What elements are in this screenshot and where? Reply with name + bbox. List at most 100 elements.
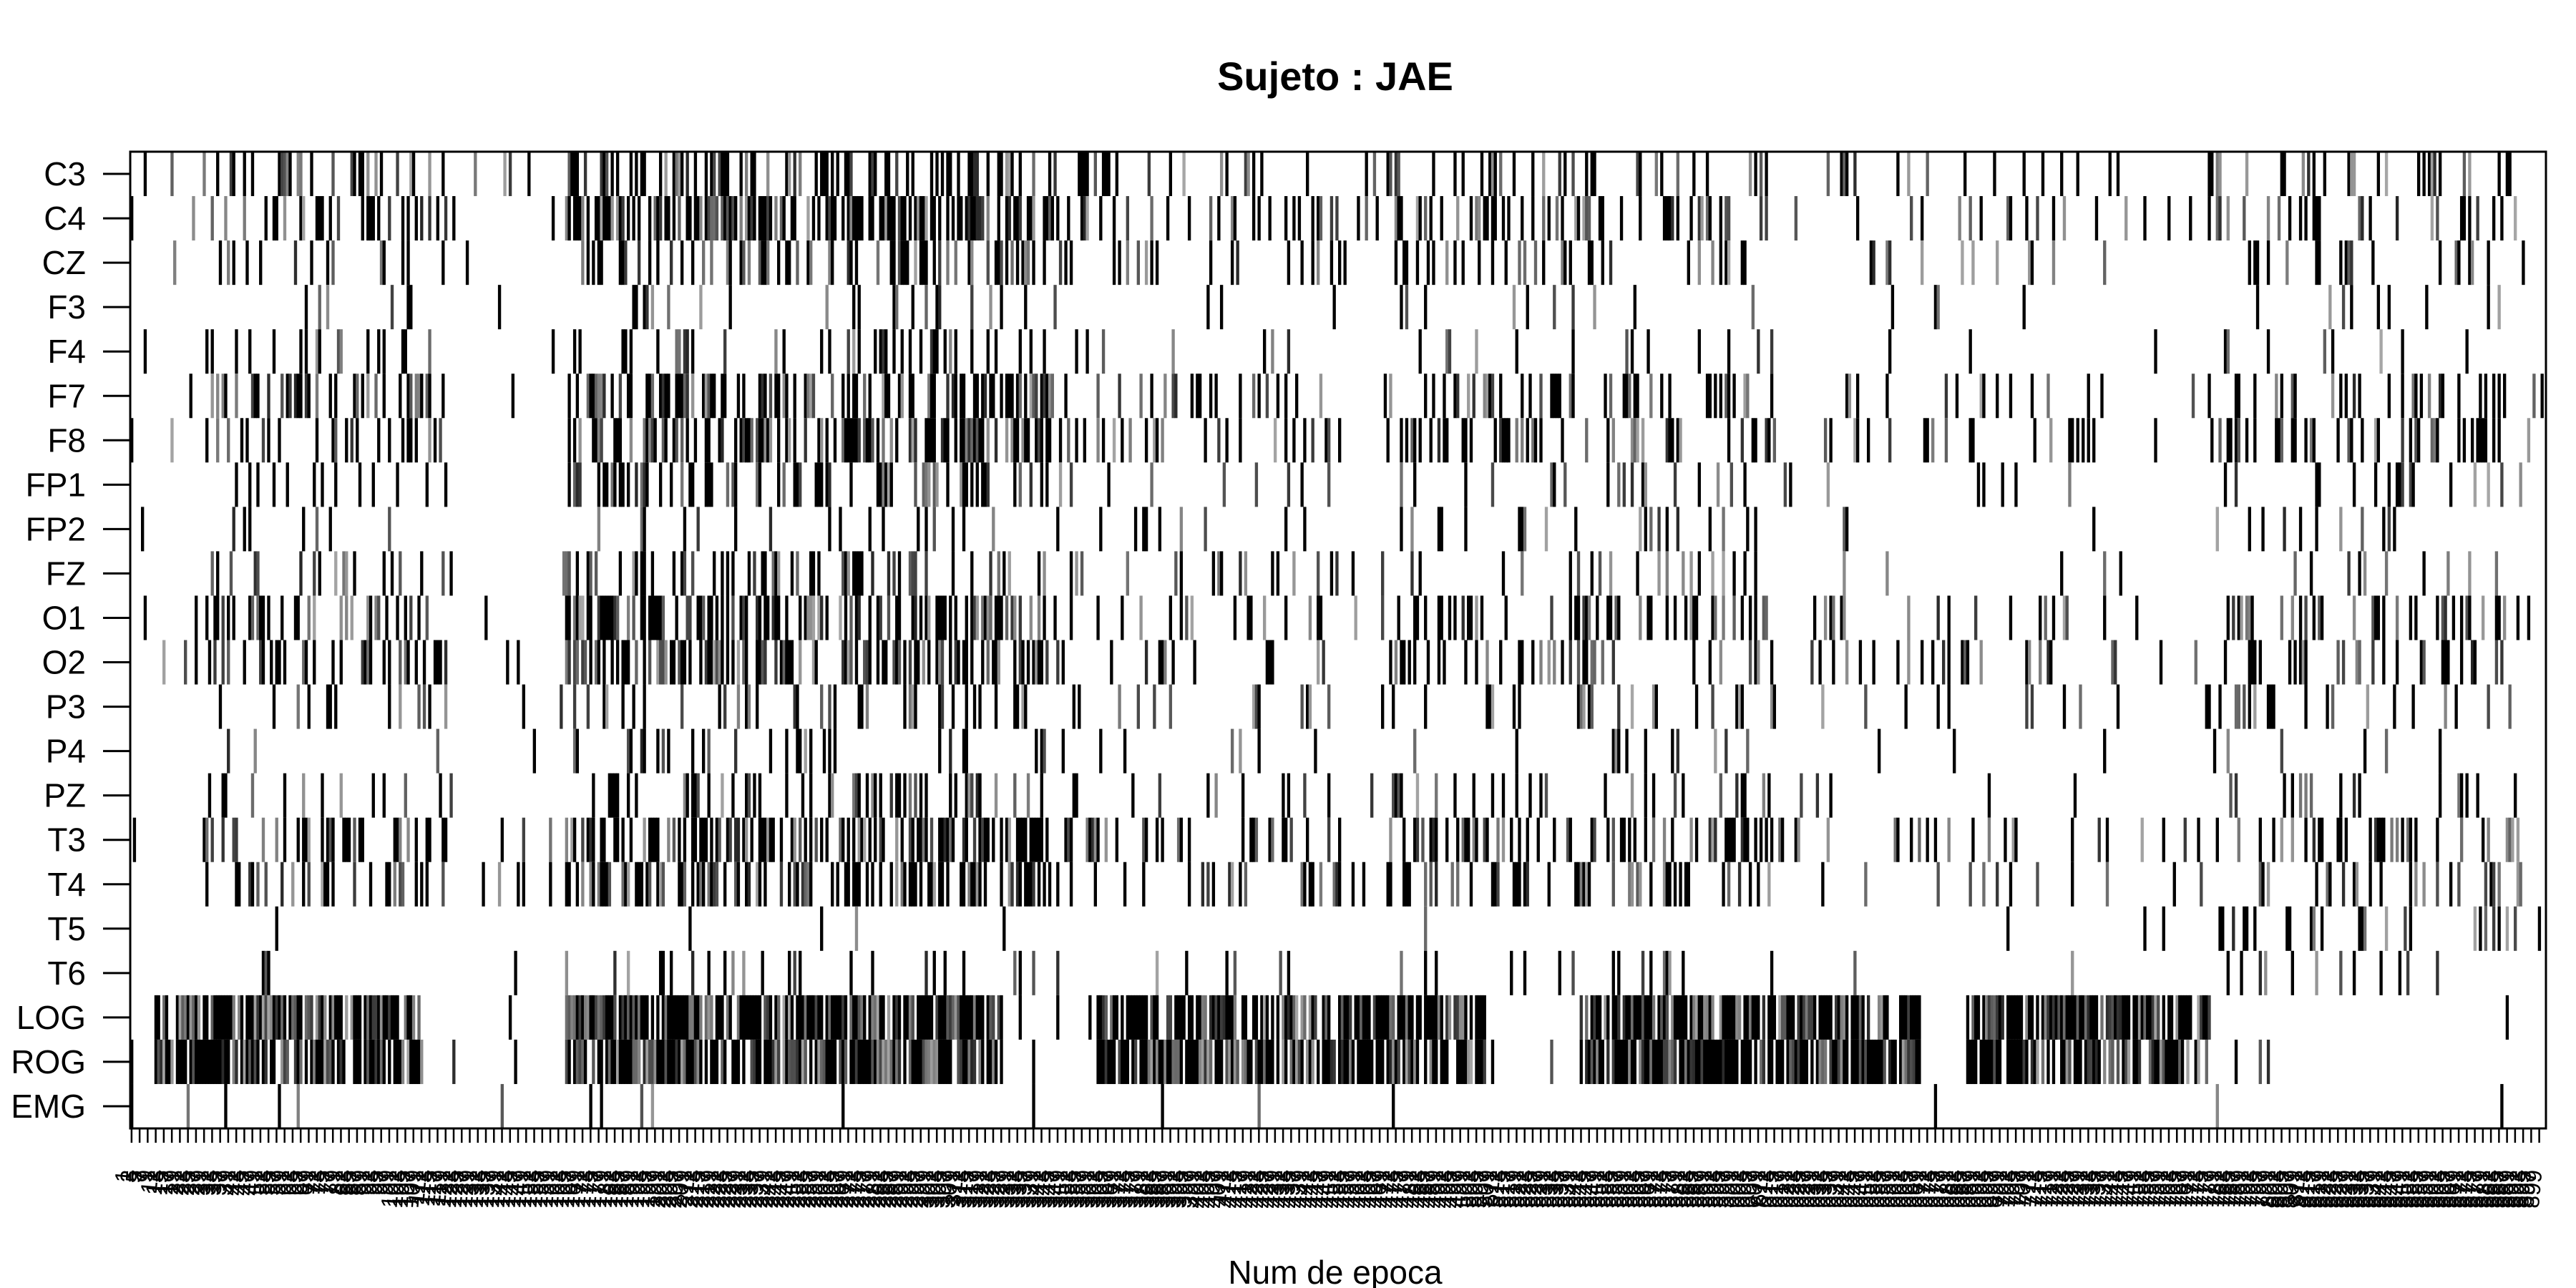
heatmap-cell: [1625, 374, 1629, 419]
heatmap-cell: [986, 329, 990, 374]
heatmap-cell: [264, 1039, 268, 1084]
heatmap-cell: [1834, 1039, 1838, 1084]
heatmap-cell: [2492, 418, 2496, 463]
x-tick-label: 251: [779, 1169, 808, 1209]
heatmap-cell: [2436, 418, 2439, 463]
heatmap-cell: [2071, 995, 2074, 1040]
heatmap-cell: [693, 152, 698, 197]
heatmap-cell: [353, 817, 356, 862]
heatmap-cell: [1026, 640, 1030, 685]
heatmap-cell: [2331, 684, 2335, 729]
heatmap-cell: [857, 329, 861, 374]
heatmap-cell: [965, 595, 968, 640]
y-tick-label: C4: [44, 200, 86, 237]
y-tick-label: P3: [46, 688, 86, 726]
heatmap-cell: [672, 418, 676, 463]
x-tick-label: 75: [307, 1169, 335, 1196]
heatmap-cell: [814, 817, 818, 862]
x-tick-label: 101: [376, 1169, 405, 1209]
heatmap-cell: [1526, 862, 1529, 907]
heatmap-cell: [822, 152, 826, 197]
heatmap-cell: [2473, 640, 2477, 685]
heatmap-cell: [2111, 1039, 2114, 1084]
heatmap-cell: [1093, 862, 1097, 907]
heatmap-cell: [385, 995, 389, 1040]
heatmap-cell: [399, 374, 402, 419]
heatmap-cell: [908, 862, 912, 907]
heatmap-cell: [2476, 196, 2479, 241]
x-tick-label: 189: [613, 1169, 642, 1209]
heatmap-cell: [1682, 1039, 1685, 1084]
heatmap-cell: [879, 1039, 882, 1084]
heatmap-cell: [414, 418, 418, 463]
heatmap-cell: [1523, 507, 1527, 552]
heatmap-cell: [731, 950, 735, 995]
heatmap-cell: [1491, 1039, 1495, 1084]
heatmap-cell: [696, 196, 700, 241]
heatmap-cell: [1644, 773, 1647, 818]
heatmap-cell: [1662, 995, 1667, 1040]
heatmap-cell: [1078, 684, 1081, 729]
heatmap-cell: [965, 462, 968, 507]
x-tick-label: 497: [1439, 1169, 1468, 1209]
heatmap-cell: [1625, 1039, 1629, 1084]
heatmap-cell: [1456, 374, 1460, 419]
heatmap-cell: [578, 329, 582, 374]
heatmap-cell: [1579, 684, 1583, 729]
heatmap-cell: [2237, 418, 2240, 463]
heatmap-cell: [911, 152, 914, 197]
heatmap-cell: [831, 374, 834, 419]
heatmap-cell: [1757, 862, 1760, 907]
heatmap-cell: [2266, 684, 2270, 729]
heatmap-cell: [1121, 995, 1124, 1040]
heatmap-cell: [1300, 1039, 1304, 1084]
heatmap-cell: [1169, 995, 1173, 1040]
heatmap-cell: [1630, 684, 1634, 729]
heatmap-cell: [272, 196, 276, 241]
heatmap-cell: [680, 640, 684, 685]
heatmap-cell: [879, 462, 882, 507]
heatmap-cell: [1748, 995, 1752, 1040]
heatmap-cell: [203, 817, 206, 862]
heatmap-cell: [1443, 640, 1446, 685]
heatmap-cell: [2148, 995, 2152, 1040]
heatmap-cell: [721, 773, 724, 818]
heatmap-cell: [1335, 551, 1339, 596]
heatmap-cell: [1652, 1039, 1656, 1084]
heatmap-cell: [643, 462, 646, 507]
heatmap-cell: [2457, 374, 2461, 419]
heatmap-cell: [1558, 152, 1561, 197]
heatmap-cell: [2487, 684, 2490, 729]
heatmap-cell: [1327, 773, 1331, 818]
heatmap-cell: [2290, 374, 2294, 419]
heatmap-cell: [761, 950, 764, 995]
heatmap-cell: [1815, 1039, 1820, 1084]
heatmap-cell: [181, 1039, 185, 1084]
heatmap-cell: [788, 152, 791, 197]
heatmap-cell: [2414, 817, 2418, 862]
heatmap-cell: [774, 551, 778, 596]
heatmap-cell: [2175, 995, 2179, 1040]
heatmap-cell: [785, 595, 789, 640]
heatmap-cell: [1126, 995, 1130, 1040]
heatmap-cell: [369, 995, 373, 1040]
heatmap-cell: [1219, 285, 1224, 330]
heatmap-cell: [1501, 773, 1506, 818]
heatmap-cell: [978, 1039, 982, 1084]
heatmap-cell: [790, 640, 794, 685]
heatmap-cell: [2025, 640, 2029, 685]
heatmap-cell: [229, 551, 233, 596]
heatmap-cell: [922, 462, 925, 507]
heatmap-cell: [954, 240, 957, 286]
heatmap-cell: [2046, 640, 2050, 685]
heatmap-cell: [887, 551, 891, 596]
heatmap-cell: [1606, 1039, 1610, 1084]
heatmap-cell: [2462, 418, 2467, 463]
heatmap-cell: [235, 1039, 238, 1084]
x-tick-label: 813: [2287, 1169, 2316, 1209]
heatmap-cell: [589, 995, 592, 1040]
heatmap-cell: [130, 196, 134, 241]
heatmap-cell: [2328, 285, 2332, 330]
heatmap-cell: [366, 640, 370, 685]
heatmap-cell: [1024, 418, 1028, 463]
